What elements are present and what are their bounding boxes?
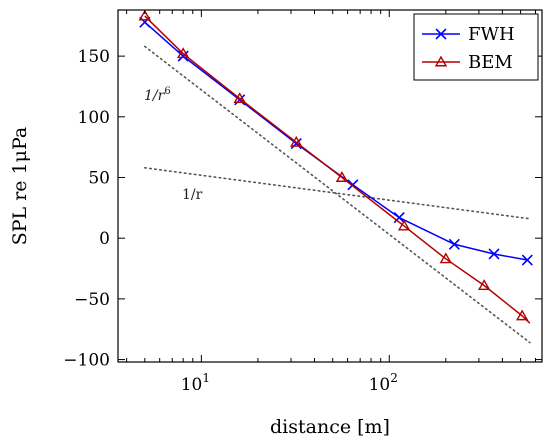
- legend-marker-fwh: [435, 28, 447, 40]
- y-tick-label-2: 0: [99, 229, 110, 249]
- x-tick-label-0: 101: [181, 371, 210, 395]
- reference-lines: [144, 45, 531, 344]
- point-fwh-7: [488, 248, 500, 260]
- legend-entry-fwh: [422, 28, 460, 40]
- annotation-1-over-r6-base: 1/r: [144, 88, 166, 104]
- point-bem-7: [477, 279, 491, 290]
- y-tick-label-5: 150: [78, 47, 110, 67]
- legend: FWH BEM: [413, 13, 539, 81]
- y-axis-ticks: −100 −50 0 50 100 150: [63, 47, 542, 371]
- series-line-bem: [144, 15, 531, 324]
- point-bem-4: [335, 171, 349, 182]
- series-layer: [138, 9, 533, 324]
- y-tick-label-1: −50: [74, 290, 110, 310]
- y-tick-label-3: 50: [88, 169, 110, 189]
- legend-box: [413, 13, 539, 81]
- x-tick-label-base: 10: [181, 375, 203, 395]
- x-tick-label-exp: 1: [202, 371, 210, 385]
- y-tick-label-0: −100: [63, 351, 110, 371]
- plot-frame: [117, 9, 543, 363]
- point-fwh-6: [448, 238, 460, 250]
- annotation-1-over-r6-exp: 6: [164, 86, 170, 97]
- legend-label-fwh: FWH: [468, 24, 515, 45]
- point-bem-0: [138, 9, 152, 21]
- point-bem-5: [397, 219, 411, 231]
- point-fwh-5: [393, 211, 405, 224]
- legend-marker-bem: [434, 55, 448, 67]
- y-axis-label: SPL re 1μPa: [9, 127, 31, 246]
- x-tick-label-exp: 2: [390, 371, 398, 385]
- point-bem-1: [176, 47, 190, 59]
- annotation-1-over-r6: 1/r6: [144, 86, 171, 104]
- x-axis-label: distance [m]: [270, 416, 390, 438]
- point-bem-6: [439, 252, 453, 264]
- point-bem-2: [233, 92, 246, 104]
- legend-entry-bem: [422, 55, 460, 67]
- point-fwh-1: [177, 50, 189, 62]
- legend-label-bem: BEM: [468, 52, 513, 73]
- x-axis-ticks: 101 102: [126, 10, 536, 395]
- point-fwh-8: [521, 254, 533, 266]
- x-tick-label-base: 10: [369, 375, 391, 395]
- reference-line-1: [144, 45, 531, 344]
- reference-line-0: [144, 166, 531, 220]
- x-tick-label-1: 102: [369, 371, 398, 395]
- point-bem-8: [516, 309, 529, 321]
- y-tick-label-4: 100: [78, 108, 110, 128]
- annotations: 1/r 1/r6: [144, 86, 203, 203]
- annotation-1-over-r: 1/r: [182, 187, 203, 203]
- point-bem-3: [290, 135, 303, 147]
